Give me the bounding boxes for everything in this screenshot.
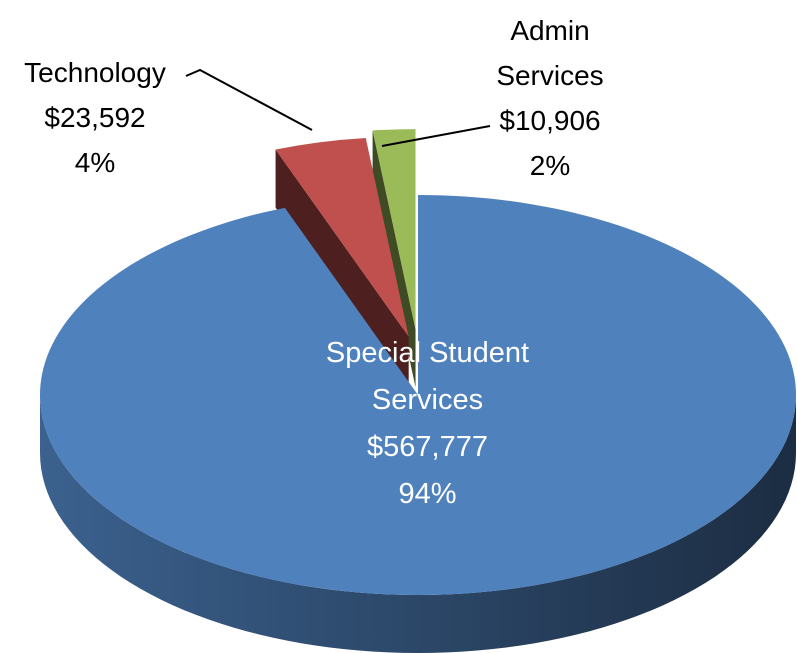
slice-top — [39, 195, 797, 595]
slice — [39, 195, 797, 653]
slice-top — [372, 129, 416, 330]
category-label: Technology — [24, 57, 166, 88]
percent-label: 4% — [74, 147, 116, 178]
slice-wall — [40, 395, 796, 653]
slice-side — [275, 149, 409, 395]
slice — [275, 137, 409, 395]
leader-line — [185, 68, 313, 131]
data-label: Special Student Services $567,777 94% — [320, 330, 535, 518]
leader-line — [381, 125, 491, 147]
percent-label: 2% — [529, 150, 571, 181]
value-label: $10,906 — [499, 105, 601, 136]
value-label: $23,592 — [44, 102, 146, 133]
data-label: Technology $23,592 4% — [0, 50, 190, 185]
percent-label: 94% — [398, 478, 457, 510]
slice-top — [275, 137, 409, 337]
data-label: Admin Services $10,906 2% — [460, 8, 640, 188]
category-label: Admin Services — [496, 15, 604, 91]
value-label: $567,777 — [367, 431, 488, 463]
category-label: Special Student Services — [325, 337, 530, 416]
